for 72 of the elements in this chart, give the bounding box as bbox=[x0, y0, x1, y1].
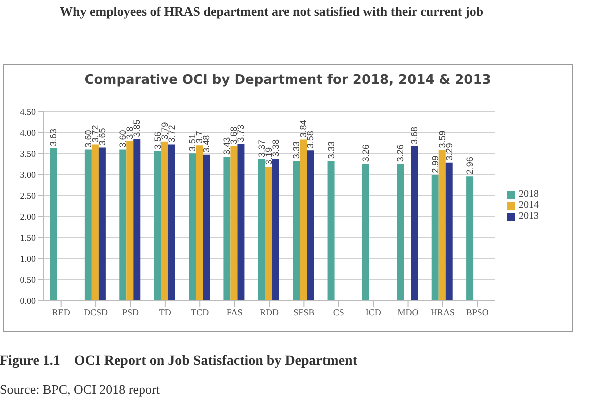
y-tick-label: 0.50 bbox=[20, 275, 36, 286]
bar bbox=[432, 175, 439, 301]
bar bbox=[134, 139, 141, 301]
data-label: 3.26 bbox=[360, 144, 371, 162]
text: Why employees of HRAS department are not satisfied with their current job bbox=[60, 4, 485, 20]
y-tick-label: 1.00 bbox=[20, 254, 36, 264]
y-tick-label: 3.00 bbox=[20, 170, 36, 180]
bar bbox=[238, 144, 245, 301]
x-tick-label: MDO bbox=[398, 307, 420, 318]
x-tick-label: CS bbox=[333, 307, 344, 318]
x-tick-label: DCSD bbox=[84, 307, 109, 318]
data-label: 3.48 bbox=[202, 135, 212, 153]
x-tick-label: TCD bbox=[191, 307, 210, 318]
bar bbox=[300, 140, 308, 301]
bar bbox=[230, 146, 238, 301]
source-note: Source: BPC, OCI 2018 report bbox=[0, 382, 160, 398]
bar bbox=[411, 146, 418, 301]
x-tick-label: ICD bbox=[366, 307, 382, 318]
data-label: 3.68 bbox=[410, 126, 420, 144]
bar bbox=[446, 162, 453, 301]
legend-label: 2018 bbox=[519, 189, 539, 200]
y-tick-label: 0.00 bbox=[20, 296, 36, 306]
x-tick-label: TD bbox=[159, 307, 172, 318]
bar bbox=[189, 154, 196, 301]
bar bbox=[203, 154, 210, 301]
bar bbox=[265, 167, 272, 301]
data-label: 3.33 bbox=[292, 142, 302, 160]
y-tick-label: 2.00 bbox=[20, 212, 36, 222]
bar bbox=[126, 141, 134, 301]
x-tick-label: PSD bbox=[122, 307, 140, 318]
bar bbox=[168, 144, 176, 301]
x-tick-label: FAS bbox=[226, 307, 243, 318]
data-label: 2.96 bbox=[465, 157, 476, 175]
bar bbox=[466, 176, 474, 301]
legend-label: 2014 bbox=[519, 200, 539, 211]
data-label: 3.73 bbox=[236, 124, 246, 142]
bar bbox=[84, 150, 92, 301]
bar bbox=[98, 148, 106, 301]
y-tick-label: 4.00 bbox=[20, 128, 36, 138]
y-tick-label: 1.50 bbox=[20, 233, 36, 244]
bar bbox=[397, 164, 404, 301]
y-tick-label: 4.50 bbox=[20, 107, 36, 118]
y-tick-label: 2.50 bbox=[20, 191, 36, 202]
bar bbox=[362, 164, 370, 301]
bar bbox=[161, 142, 168, 301]
bar bbox=[272, 159, 280, 301]
bar bbox=[258, 159, 266, 301]
data-label: 2.99 bbox=[430, 156, 440, 174]
bar bbox=[293, 161, 300, 301]
y-tick-label: 3.50 bbox=[20, 149, 36, 160]
bar bbox=[92, 144, 99, 301]
data-label: 3.85 bbox=[132, 120, 142, 138]
bar bbox=[50, 148, 58, 301]
bar bbox=[307, 150, 314, 301]
caption: Figure 1.1 OCI Report on Job Satisfaction by Department bbox=[0, 354, 358, 370]
legend-label: 2013 bbox=[519, 211, 539, 222]
bar bbox=[154, 151, 162, 301]
chart-title: Comparative OCI by Department for 2018, 2014 & 2013 bbox=[84, 73, 492, 88]
bar bbox=[328, 161, 335, 301]
x-tick-label: BPSO bbox=[466, 307, 490, 318]
x-tick-label: HRAS bbox=[430, 307, 455, 318]
x-tick-label: RDD bbox=[260, 307, 280, 318]
x-tick-label: RED bbox=[52, 307, 71, 318]
bar bbox=[224, 156, 231, 301]
data-label: 3.33 bbox=[326, 142, 336, 160]
data-label: 3.58 bbox=[306, 131, 316, 149]
x-tick-label: SFSB bbox=[294, 307, 315, 318]
data-label: 3.26 bbox=[396, 144, 406, 162]
bar bbox=[120, 150, 127, 301]
data-label: 3.63 bbox=[48, 129, 59, 147]
bar bbox=[438, 150, 446, 301]
bar bbox=[196, 146, 204, 301]
